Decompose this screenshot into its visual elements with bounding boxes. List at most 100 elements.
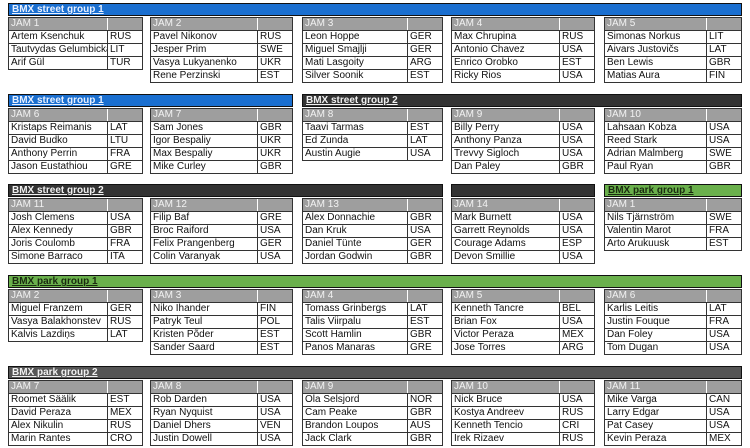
rider-name: Kenneth Tencio <box>452 420 560 432</box>
rider-row: Tom Dugan USA <box>605 342 741 354</box>
rider-name: Max Bespaliy <box>151 148 258 160</box>
rider-country: GBR <box>410 212 432 223</box>
rider-row: Cam Peake GBR <box>303 407 442 420</box>
jam-label: JAM 9 <box>452 109 560 121</box>
rider-row: Nils Tjärnström SWE <box>605 212 741 225</box>
rider-country: USA <box>410 148 431 159</box>
rider-country: GER <box>410 238 432 249</box>
rider-name: Joris Coulomb <box>9 238 108 250</box>
jam-header: JAM 8 <box>151 381 292 394</box>
rider-name: Reed Stark <box>605 135 707 147</box>
rider-row: Lahsaan Kobza USA <box>605 122 741 135</box>
rider-name: Mark Burnett <box>452 212 560 224</box>
rider-name: Ricky Rios <box>452 70 560 82</box>
rider-row: Artem Ksenchuk RUS <box>9 31 142 44</box>
rider-row: Victor Peraza MEX <box>452 329 594 342</box>
rider-country: EST <box>110 394 130 405</box>
jam-header: JAM 13 <box>303 199 442 212</box>
rider-name: Tomass Grinbergs <box>303 303 408 315</box>
jam-table: JAM 2 Miguel Franzem GER Vasya Balakhonstev… <box>8 289 143 342</box>
rider-name: Trevvy Sigloch <box>452 148 560 160</box>
rider-name: Silver Soonik <box>303 70 408 82</box>
rider-country: USA <box>709 122 730 133</box>
jam-header: JAM 8 <box>303 109 442 122</box>
rider-name: Brandon Loupos <box>303 420 408 432</box>
jam-table: JAM 9 Ola Selsjord NOR Cam Peake GBR Brandon … <box>302 380 443 446</box>
rider-country: USA <box>709 135 730 146</box>
jam-header-blank <box>707 18 741 30</box>
jam-table: JAM 1 Artem Ksenchuk RUS Tautvydas Gelumbic… <box>8 17 143 70</box>
jam-label: JAM 8 <box>303 109 408 121</box>
rider-name: Mike Curley <box>151 161 258 173</box>
jam-label: JAM 10 <box>605 109 707 121</box>
jam-header-blank <box>108 18 142 30</box>
jam-label: JAM 6 <box>605 290 707 302</box>
rider-row: Mark Burnett USA <box>452 212 594 225</box>
rider-row: Max Chrupina RUS <box>452 31 594 44</box>
jam-label: JAM 9 <box>303 381 408 393</box>
rider-name: Aivars Justovičs <box>605 44 707 56</box>
jam-header-blank <box>258 18 292 30</box>
rider-row: Austin Augie USA <box>303 148 442 160</box>
group-title: BMX street group 2 <box>12 185 104 196</box>
rider-name: Kalvis Lazdiņs <box>9 329 108 341</box>
jam-header: JAM 2 <box>9 290 142 303</box>
jam-header-blank <box>707 290 741 302</box>
rider-country: ESP <box>562 238 583 249</box>
rider-country: SWE <box>260 44 283 55</box>
rider-name: Mati Lasgoity <box>303 57 408 69</box>
rider-country: GRE <box>260 212 282 223</box>
rider-name: Marin Rantes <box>9 433 108 445</box>
rider-name: Panos Manaras <box>303 342 408 354</box>
rider-name: Roomet Säälik <box>9 394 108 406</box>
rider-row: Aivars Justovičs LAT <box>605 44 741 57</box>
rider-row: Kalvis Lazdiņs LAT <box>9 329 142 341</box>
rider-country: SWE <box>709 212 732 223</box>
rider-row: Kenneth Tancre BEL <box>452 303 594 316</box>
jam-header-blank <box>707 109 741 121</box>
jam-header-blank <box>560 199 594 211</box>
jam-header: JAM 11 <box>605 381 741 394</box>
jam-label: JAM 14 <box>452 199 560 211</box>
rider-country: LIT <box>110 44 125 55</box>
rider-country: USA <box>562 316 583 327</box>
rider-row: Talis Viirpalu EST <box>303 316 442 329</box>
rider-country: USA <box>260 251 281 262</box>
rider-country: GBR <box>110 225 132 236</box>
rider-name: David Budko <box>9 135 108 147</box>
group-header-bar: BMX street group 1 <box>8 3 742 16</box>
rider-row: Marin Rantes CRO <box>9 433 142 445</box>
rider-row: Dan Paley GBR <box>452 161 594 173</box>
rider-country: RUS <box>562 407 584 418</box>
rider-country: VEN <box>260 420 281 431</box>
rider-row: Billy Perry USA <box>452 122 594 135</box>
rider-country: NOR <box>410 394 433 405</box>
rider-name: Daniel Tünte <box>303 238 408 250</box>
jam-label: JAM 6 <box>9 109 108 121</box>
rider-row: Roomet Säälik EST <box>9 394 142 407</box>
rider-name: Arto Arukuusk <box>605 238 707 250</box>
rider-country: POL <box>260 316 281 327</box>
rider-row: Miguel Franzem GER <box>9 303 142 316</box>
rider-country: GBR <box>709 57 731 68</box>
rider-name: Brian Fox <box>452 316 560 328</box>
rider-country: RUS <box>260 31 282 42</box>
rider-name: Broc Raiford <box>151 225 258 237</box>
rider-country: USA <box>562 70 583 81</box>
rider-country: EST <box>260 70 280 81</box>
rider-country: GBR <box>410 251 432 262</box>
rider-row: Jordan Godwin GBR <box>303 251 442 263</box>
group-title: BMX park group 1 <box>12 276 98 287</box>
rider-row: Enrico Orobko EST <box>452 57 594 70</box>
group-header-bar: BMX park group 1 <box>604 184 742 197</box>
rider-name: Anthony Panza <box>452 135 560 147</box>
rider-row: Leon Hoppe GER <box>303 31 442 44</box>
jam-label: JAM 12 <box>151 199 258 211</box>
jam-table: JAM 13 Alex Donnachie GBR Dan Kruk USA Daniel… <box>302 198 443 264</box>
rider-country: USA <box>562 212 583 223</box>
jam-label: JAM 5 <box>605 18 707 30</box>
rider-country: GBR <box>410 433 432 444</box>
jam-table: JAM 1 Nils Tjärnström SWE Valentin Marot FRA… <box>604 198 742 251</box>
rider-country: USA <box>260 407 281 418</box>
jam-label: JAM 7 <box>9 381 108 393</box>
